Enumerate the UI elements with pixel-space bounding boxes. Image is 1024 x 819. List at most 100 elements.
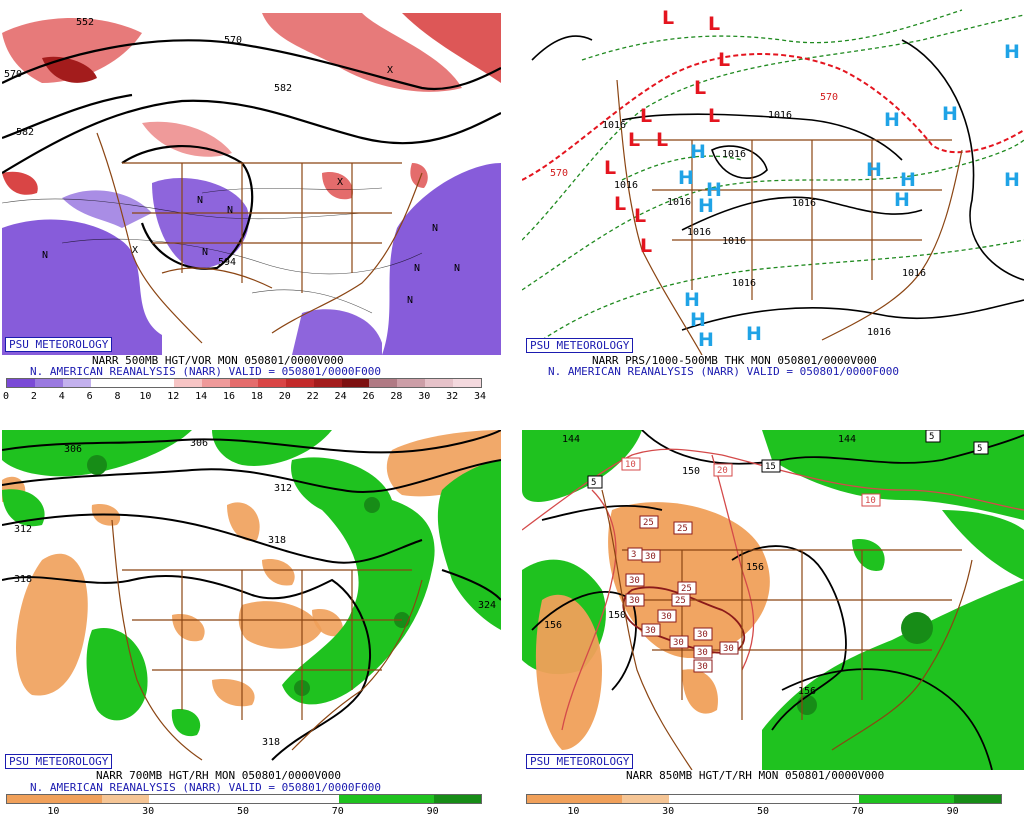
height-contour: [2, 99, 501, 174]
panel-700mb-rh: 306 306 312 312 318 318 324 318 PSU METE…: [0, 410, 512, 819]
caption-line-1: NARR 850MB HGT/T/RH MON 050801/0000V000: [626, 769, 885, 782]
colorbar-swatch: [7, 379, 35, 387]
colorbar-swatch: [764, 795, 812, 803]
map-700mb-svg: 306 306 312 312 318 318 324 318: [2, 430, 501, 761]
height-contour: [2, 39, 501, 91]
very-moist-core: [364, 497, 380, 513]
temp-label: 25: [681, 584, 692, 594]
isobar-label: 1016: [667, 197, 691, 208]
colorbar-swatch: [858, 795, 907, 803]
contour-label: 318: [262, 737, 280, 748]
contour-label: 150: [682, 466, 700, 477]
map-850mb: 144 144 150 156 156 156 150 10 20 10 5 5…: [522, 430, 1024, 770]
positive-vorticity-area: [402, 13, 501, 83]
height-contour: [441, 569, 501, 601]
low-markers: L L L L L L L L L L L L H H H H H H H H: [604, 7, 1020, 351]
contour-label: 312: [14, 524, 32, 535]
colorbar-swatch: [118, 379, 147, 387]
psu-badge: PSU METEOROLOGY: [5, 337, 113, 352]
low-symbol: L: [656, 129, 668, 151]
contour-label: 582: [274, 83, 292, 94]
colorbar-tick-label: 28: [390, 391, 403, 402]
contour-label: 318: [268, 535, 286, 546]
rh-colorbar: [6, 794, 482, 804]
thickness-label: 570: [550, 168, 568, 179]
x-marker: X: [387, 65, 393, 76]
negative-vorticity-area: [382, 163, 501, 355]
contour-label: 156: [544, 620, 562, 631]
colorbar-swatch: [369, 379, 398, 387]
n-marker: N: [42, 250, 48, 261]
colorbar-swatch: [669, 795, 717, 803]
colorbar-tick-label: 10: [567, 806, 580, 817]
temp-label: 25: [675, 596, 686, 606]
high-symbol: H: [690, 141, 706, 163]
isobar-label: 1016: [602, 120, 626, 131]
caption-line-1: NARR 700MB HGT/RH MON 050801/0000V000: [96, 769, 342, 782]
high-symbol: H: [894, 189, 910, 211]
high-symbol: H: [1004, 169, 1020, 191]
colorbar-swatch: [338, 795, 387, 803]
n-marker: N: [454, 263, 460, 274]
isobar-label: 1016: [722, 236, 746, 247]
contour-label: 156: [746, 562, 764, 573]
isobar-label: 1016: [902, 268, 926, 279]
isobar: [531, 35, 593, 61]
psu-badge: PSU METEOROLOGY: [526, 754, 634, 769]
colorbar-tick-label: 10: [47, 806, 60, 817]
isotherm: [522, 448, 1024, 531]
temp-label: 30: [629, 576, 640, 586]
isobar-label: 1016: [722, 149, 746, 160]
dry-area: [238, 601, 322, 649]
temp-label: 3: [631, 550, 636, 560]
high-symbol: H: [1004, 41, 1020, 63]
moist-area: [762, 580, 1024, 770]
colorbar-tick-label: 30: [142, 806, 155, 817]
positive-vorticity-area: [410, 163, 428, 188]
moist-area: [522, 430, 642, 502]
colorbar-swatch: [149, 795, 197, 803]
colorbar-tick-label: 50: [756, 806, 770, 817]
very-moist-core: [901, 612, 933, 644]
colorbar-swatch: [811, 795, 859, 803]
moist-area: [2, 489, 45, 527]
high-symbol: H: [690, 309, 706, 331]
high-symbol: H: [684, 289, 700, 311]
vorticity-colorbar: [6, 378, 482, 388]
map-500mb: 552 570 582 570 582 594 N N N N N N N N …: [2, 13, 501, 355]
low-symbol: L: [694, 77, 706, 99]
panel-850mb-temp-rh: 144 144 150 156 156 156 150 10 20 10 5 5…: [512, 410, 1024, 819]
n-marker: N: [227, 205, 233, 216]
rh-colorbar-ticks: 10 30 50 70 90: [6, 806, 480, 818]
high-symbol: H: [746, 323, 762, 345]
colorbar-swatch: [257, 379, 286, 387]
dry-area: [15, 553, 88, 696]
colorbar-swatch: [291, 795, 339, 803]
map-850mb-svg: 144 144 150 156 156 156 150 10 20 10 5 5…: [522, 430, 1024, 770]
colorbar-tick-label: 90: [946, 806, 959, 817]
colorbar-swatch: [202, 379, 230, 387]
coastline: [271, 172, 423, 334]
low-symbol: L: [604, 157, 616, 179]
temp-label: 5: [977, 444, 982, 454]
colorbar-tick-label: 32: [446, 391, 459, 402]
colorbar-swatch: [953, 795, 1002, 803]
rh-colorbar: [526, 794, 1002, 804]
colorbar-tick-label: 50: [236, 806, 250, 817]
contour-label: 156: [798, 686, 816, 697]
positive-vorticity-area: [42, 56, 97, 83]
colorbar-tick-label: 10: [139, 391, 152, 402]
border-line: [161, 267, 273, 289]
colorbar-tick-label: 12: [167, 391, 180, 402]
colorbar-tick-label: 30: [418, 391, 431, 402]
temp-label: 30: [697, 648, 708, 658]
contour-label: 582: [16, 127, 34, 138]
dry-area: [682, 669, 718, 714]
high-symbol: H: [866, 159, 882, 181]
caption-line-1: NARR PRS/1000-500MB THK MON 050801/0000V…: [592, 354, 877, 367]
rh-colorbar-ticks: 10 30 50 70 90: [526, 806, 1000, 818]
high-symbol: H: [698, 329, 714, 351]
panel-pressure-thickness: 1016 1016 1016 1016 1016 1016 1016 1016 …: [512, 0, 1024, 410]
very-moist-core: [87, 455, 107, 475]
colorbar-swatch: [433, 795, 482, 803]
